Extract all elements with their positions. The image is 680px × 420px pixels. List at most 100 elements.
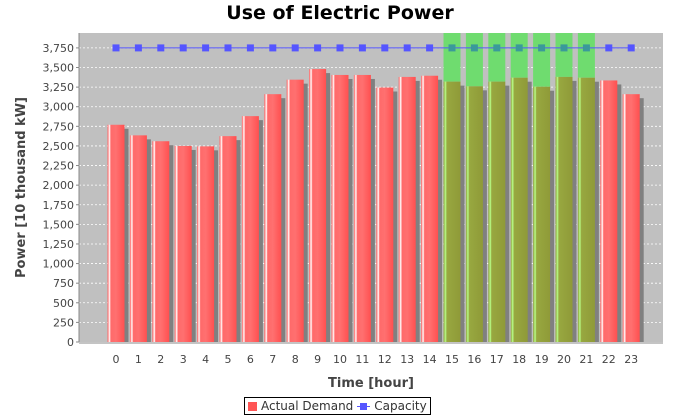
- bar-actual-demand: [107, 124, 125, 342]
- legend-label-actual-demand: Actual Demand: [261, 399, 354, 413]
- bar-actual-demand: [129, 135, 147, 342]
- y-tick-label: 2,500: [43, 140, 75, 153]
- x-tick-label: 6: [247, 353, 254, 366]
- y-tick-label: 500: [53, 297, 74, 310]
- x-tick-label: 18: [512, 353, 526, 366]
- x-tick-label: 3: [180, 353, 187, 366]
- capacity-point: [448, 44, 456, 52]
- capacity-point: [560, 44, 568, 52]
- capacity-point: [134, 44, 142, 52]
- bar-actual-demand: [264, 94, 282, 342]
- bar-actual-demand: [219, 136, 237, 342]
- x-tick-label: 21: [579, 353, 593, 366]
- x-tick-label: 7: [269, 353, 276, 366]
- y-tick-label: 3,500: [43, 62, 75, 75]
- x-tick-label: 19: [535, 353, 549, 366]
- y-tick-label: 3,000: [43, 101, 75, 114]
- x-tick-label: 8: [292, 353, 299, 366]
- x-tick-label: 0: [113, 353, 120, 366]
- bar-actual-demand: [152, 141, 170, 342]
- y-tick-label: 1,750: [43, 199, 75, 212]
- highlight-bar: [488, 33, 506, 82]
- x-tick-label: 11: [355, 353, 369, 366]
- bar-actual-demand: [398, 76, 416, 342]
- x-tick-label: 16: [467, 353, 481, 366]
- bar-actual-demand: [353, 74, 371, 342]
- x-tick-label: 1: [135, 353, 142, 366]
- y-axis-label: Power [10 thousand kW]: [14, 97, 29, 278]
- bar-actual-demand: [286, 79, 304, 343]
- x-tick-label: 2: [157, 353, 164, 366]
- capacity-point: [291, 44, 299, 52]
- highlight-bar: [555, 33, 573, 77]
- capacity-point: [605, 44, 613, 52]
- legend-label-capacity: Capacity: [374, 399, 427, 413]
- bar-actual-demand: [376, 87, 394, 342]
- bar-actual-demand: [533, 86, 551, 343]
- x-tick-label: 20: [557, 353, 571, 366]
- y-tick-label: 2,000: [43, 179, 75, 192]
- bar-actual-demand: [555, 76, 573, 342]
- bar-actual-demand: [510, 77, 528, 342]
- legend-swatch-capacity: [357, 402, 371, 411]
- capacity-point: [157, 44, 165, 52]
- legend-swatch-actual-demand: [248, 401, 257, 411]
- y-tick-label: 750: [53, 277, 74, 290]
- highlight-bar: [533, 33, 551, 87]
- capacity-point: [582, 44, 590, 52]
- bar-actual-demand: [331, 74, 349, 342]
- capacity-point: [336, 44, 344, 52]
- y-tick-label: 1,250: [43, 238, 75, 251]
- capacity-point: [246, 44, 254, 52]
- capacity-point: [269, 44, 277, 52]
- x-tick-label: 5: [225, 353, 232, 366]
- highlight-bar: [577, 33, 595, 78]
- chart-title: Use of Electric Power: [226, 2, 454, 24]
- x-tick-label: 22: [602, 353, 616, 366]
- capacity-point: [538, 44, 546, 52]
- highlight-bar: [465, 33, 483, 87]
- x-tick-label: 15: [445, 353, 459, 366]
- highlight-bar: [443, 33, 461, 82]
- y-tick-label: 1,500: [43, 218, 75, 231]
- highlight-bar: [510, 33, 528, 78]
- y-tick-label: 250: [53, 316, 74, 329]
- y-tick-label: 2,250: [43, 160, 75, 173]
- capacity-point: [358, 44, 366, 52]
- x-tick-label: 14: [423, 353, 437, 366]
- capacity-point: [314, 44, 322, 52]
- x-tick-label: 9: [314, 353, 321, 366]
- y-tick-label: 2,750: [43, 120, 75, 133]
- capacity-point: [515, 44, 523, 52]
- capacity-point: [179, 44, 187, 52]
- capacity-point: [381, 44, 389, 52]
- x-tick-label: 4: [202, 353, 209, 366]
- capacity-point: [112, 44, 120, 52]
- x-tick-label: 12: [378, 353, 392, 366]
- x-tick-label: 10: [333, 353, 347, 366]
- bar-actual-demand: [488, 81, 506, 343]
- y-tick-label: 3,250: [43, 81, 75, 94]
- bar-actual-demand: [421, 75, 439, 343]
- capacity-point: [403, 44, 411, 52]
- x-tick-label: 13: [400, 353, 414, 366]
- y-tick-label: 1,000: [43, 258, 75, 271]
- bar-actual-demand: [465, 86, 483, 342]
- bar-actual-demand: [174, 145, 192, 342]
- capacity-point: [627, 44, 635, 52]
- x-tick-label: 17: [490, 353, 504, 366]
- x-tick-label: 23: [624, 353, 638, 366]
- x-axis-label: Time [hour]: [328, 376, 414, 391]
- y-tick-label: 3,750: [43, 42, 75, 55]
- legend: Actual Demand Capacity: [244, 397, 431, 415]
- capacity-point: [470, 44, 478, 52]
- bar-actual-demand: [309, 69, 327, 342]
- capacity-point: [202, 44, 210, 52]
- bar-actual-demand: [622, 94, 640, 342]
- bar-actual-demand: [443, 81, 461, 343]
- capacity-point: [493, 44, 501, 52]
- bar-actual-demand: [577, 77, 595, 342]
- capacity-point: [224, 44, 232, 52]
- y-tick-label: 0: [67, 336, 74, 349]
